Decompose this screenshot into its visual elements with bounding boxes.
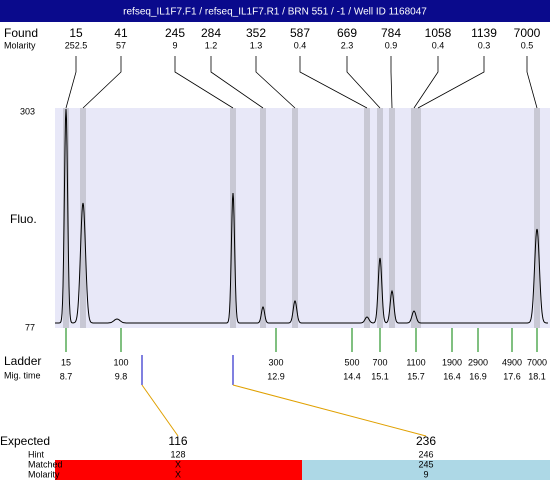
expected-row-label: Molarity	[28, 469, 60, 479]
ladder-time: 16.9	[469, 371, 487, 381]
found-size: 284	[201, 26, 221, 40]
molarity-label: Molarity	[4, 40, 36, 50]
found-molarity: 0.4	[294, 40, 307, 50]
expected-row-label: Matched	[28, 459, 63, 469]
ladder-size: 300	[268, 357, 283, 367]
peak-band	[63, 108, 69, 328]
ladder-time: 15.1	[371, 371, 389, 381]
expected-matched: X	[175, 459, 181, 469]
found-size: 15	[69, 26, 83, 40]
peak-band	[260, 108, 266, 328]
ladder-size: 4900	[502, 357, 522, 367]
mig-time-label: Mig. time	[4, 370, 41, 380]
y-max: 303	[20, 106, 35, 116]
found-molarity: 57	[116, 40, 126, 50]
expected-matched: 245	[418, 459, 433, 469]
peak-band	[364, 108, 370, 328]
peak-link	[255, 56, 296, 109]
trace	[55, 108, 548, 324]
expected-expected: 116	[168, 434, 187, 448]
expected-link	[141, 384, 179, 437]
ladder-size: 1100	[406, 357, 425, 367]
expected-expected: 236	[416, 434, 436, 448]
ladder-size: 7000	[527, 357, 547, 367]
y-label: Fluo.	[10, 212, 37, 226]
peak-band	[80, 108, 86, 328]
found-size: 587	[290, 26, 310, 40]
expected-molarity: 9	[423, 469, 428, 479]
peak-link	[413, 56, 439, 109]
match-bar-matched	[302, 460, 550, 480]
found-molarity: 1.2	[205, 40, 218, 50]
ladder-time: 18.1	[528, 371, 546, 381]
peak-link	[526, 56, 538, 109]
y-min: 77	[25, 322, 35, 332]
found-size: 352	[246, 26, 266, 40]
peak-link	[174, 56, 234, 109]
found-size: 1139	[471, 26, 497, 40]
ladder-time: 9.8	[115, 371, 128, 381]
peak-link	[65, 56, 77, 109]
found-molarity: 9	[172, 40, 177, 50]
title: refseq_IL1F7.F1 / refseq_IL1F7.R1 / BRN …	[123, 7, 427, 18]
found-molarity: 2.3	[341, 40, 354, 50]
found-size: 1058	[425, 26, 452, 40]
ladder-size: 700	[372, 357, 387, 367]
peak-link	[299, 56, 368, 109]
expected-hint: 128	[170, 449, 185, 459]
expected-link	[232, 384, 427, 437]
peak-band	[415, 108, 421, 328]
ladder-time: 16.4	[443, 371, 461, 381]
peak-band	[377, 108, 383, 328]
match-bar-unmatched	[55, 460, 302, 480]
expected-molarity: X	[175, 469, 181, 479]
found-size: 7000	[514, 26, 541, 40]
ladder-time: 17.6	[503, 371, 521, 381]
found-molarity: 0.4	[432, 40, 445, 50]
peak-band	[389, 108, 395, 328]
found-label: Found	[4, 26, 38, 40]
ladder-time: 15.7	[407, 371, 425, 381]
ladder-size: 1900	[442, 357, 462, 367]
peak-band	[411, 108, 417, 328]
found-size: 784	[381, 26, 401, 40]
peak-link	[346, 56, 381, 109]
ladder-label: Ladder	[4, 354, 41, 368]
peak-band	[292, 108, 298, 328]
peak-band	[230, 108, 236, 328]
found-molarity: 0.3	[478, 40, 491, 50]
found-molarity: 252.5	[65, 40, 88, 50]
ladder-time: 8.7	[60, 371, 73, 381]
peak-link	[210, 56, 264, 109]
peak-band	[534, 108, 540, 328]
found-size: 41	[114, 26, 128, 40]
title-bar	[0, 0, 550, 22]
peak-link	[82, 56, 122, 109]
found-molarity: 1.3	[250, 40, 263, 50]
ladder-size: 2900	[468, 357, 488, 367]
plot-area	[55, 108, 550, 328]
expected-row-label: Expected	[0, 434, 50, 448]
peak-link	[417, 56, 485, 109]
peak-link	[390, 56, 393, 109]
ladder-size: 15	[61, 357, 71, 367]
found-molarity: 0.9	[385, 40, 398, 50]
ladder-size: 500	[344, 357, 359, 367]
ladder-size: 100	[113, 357, 128, 367]
ladder-time: 12.9	[267, 371, 285, 381]
expected-hint: 246	[418, 449, 433, 459]
found-molarity: 0.5	[521, 40, 534, 50]
found-size: 245	[165, 26, 185, 40]
expected-row-label: Hint	[28, 449, 45, 459]
found-size: 669	[337, 26, 357, 40]
ladder-time: 14.4	[343, 371, 361, 381]
